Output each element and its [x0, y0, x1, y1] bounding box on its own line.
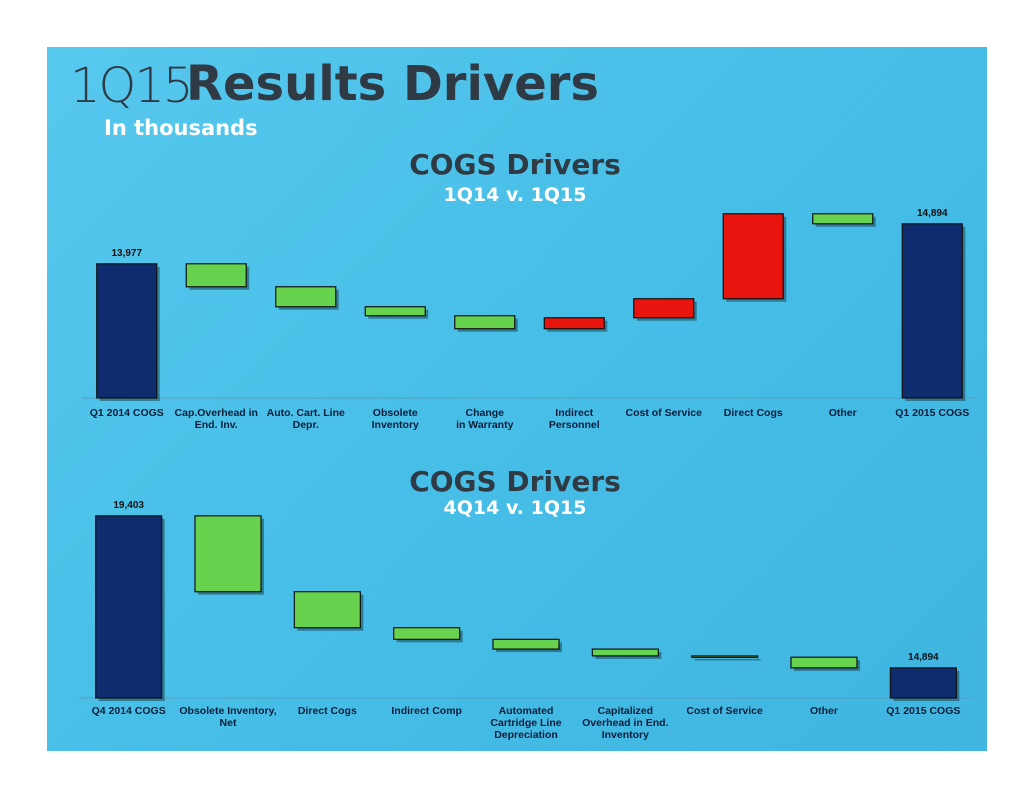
bar	[95, 515, 163, 699]
x-tick-label: Cost of Service	[686, 705, 763, 717]
bar	[293, 591, 361, 629]
bar	[812, 213, 874, 225]
bar	[633, 298, 695, 319]
bar	[591, 648, 659, 657]
value-label: 19,403	[113, 500, 144, 511]
bar	[275, 286, 337, 308]
bar-shadow	[694, 658, 761, 661]
x-tick-label: Q1 2015 COGS	[895, 407, 970, 419]
bar	[194, 515, 262, 593]
x-tick-label: Q4 2014 COGS	[91, 705, 166, 717]
slide-title: Results Drivers	[186, 56, 599, 112]
title-prefix: 1Q15	[70, 58, 193, 114]
x-tick-label: Other	[809, 705, 838, 717]
bar	[722, 213, 784, 300]
bar	[454, 315, 516, 330]
bar	[96, 263, 158, 399]
background-panel	[47, 47, 987, 751]
chart-subtitle: 1Q14 v. 1Q15	[443, 184, 587, 206]
x-tick-label: Obsolete Inventory, Net	[179, 705, 277, 729]
bar	[901, 223, 963, 399]
value-label: 14,894	[917, 208, 948, 219]
x-tick-label: Automated Cartridge Line Depreciation	[490, 705, 562, 741]
chart-title: COGS Drivers	[409, 465, 621, 498]
x-tick-label: Obsolete Inventory	[371, 407, 419, 431]
bar	[364, 306, 426, 317]
value-label: 13,977	[111, 248, 142, 259]
x-tick-label: Q1 2014 COGS	[89, 407, 164, 419]
x-tick-label: Direct Cogs	[723, 407, 783, 419]
x-tick-label: Indirect Personnel	[548, 407, 600, 431]
bar	[543, 317, 605, 330]
x-tick-label: Other	[828, 407, 857, 419]
bar	[185, 263, 247, 288]
x-tick-label: Change in Warranty	[456, 407, 514, 431]
x-tick-label: Direct Cogs	[297, 705, 357, 717]
x-tick-label: Indirect Comp	[391, 705, 462, 717]
x-tick-label: Cap.Overhead in End. Inv.	[174, 407, 258, 431]
bar	[492, 638, 560, 650]
bar	[790, 656, 858, 669]
chart-title: COGS Drivers	[409, 148, 621, 181]
bar	[889, 667, 957, 699]
chart-subtitle: 4Q14 v. 1Q15	[443, 497, 587, 519]
bar	[691, 655, 759, 658]
x-tick-label: Capitalized Overhead in End. Inventory	[582, 705, 669, 741]
slide-subtitle: In thousands	[104, 116, 258, 140]
bar	[393, 627, 461, 640]
x-tick-label: Cost of Service	[625, 407, 702, 419]
x-tick-label: Auto. Cart. Line Depr.	[266, 407, 345, 431]
value-label: 14,894	[908, 652, 939, 663]
x-tick-label: Q1 2015 COGS	[886, 705, 961, 717]
